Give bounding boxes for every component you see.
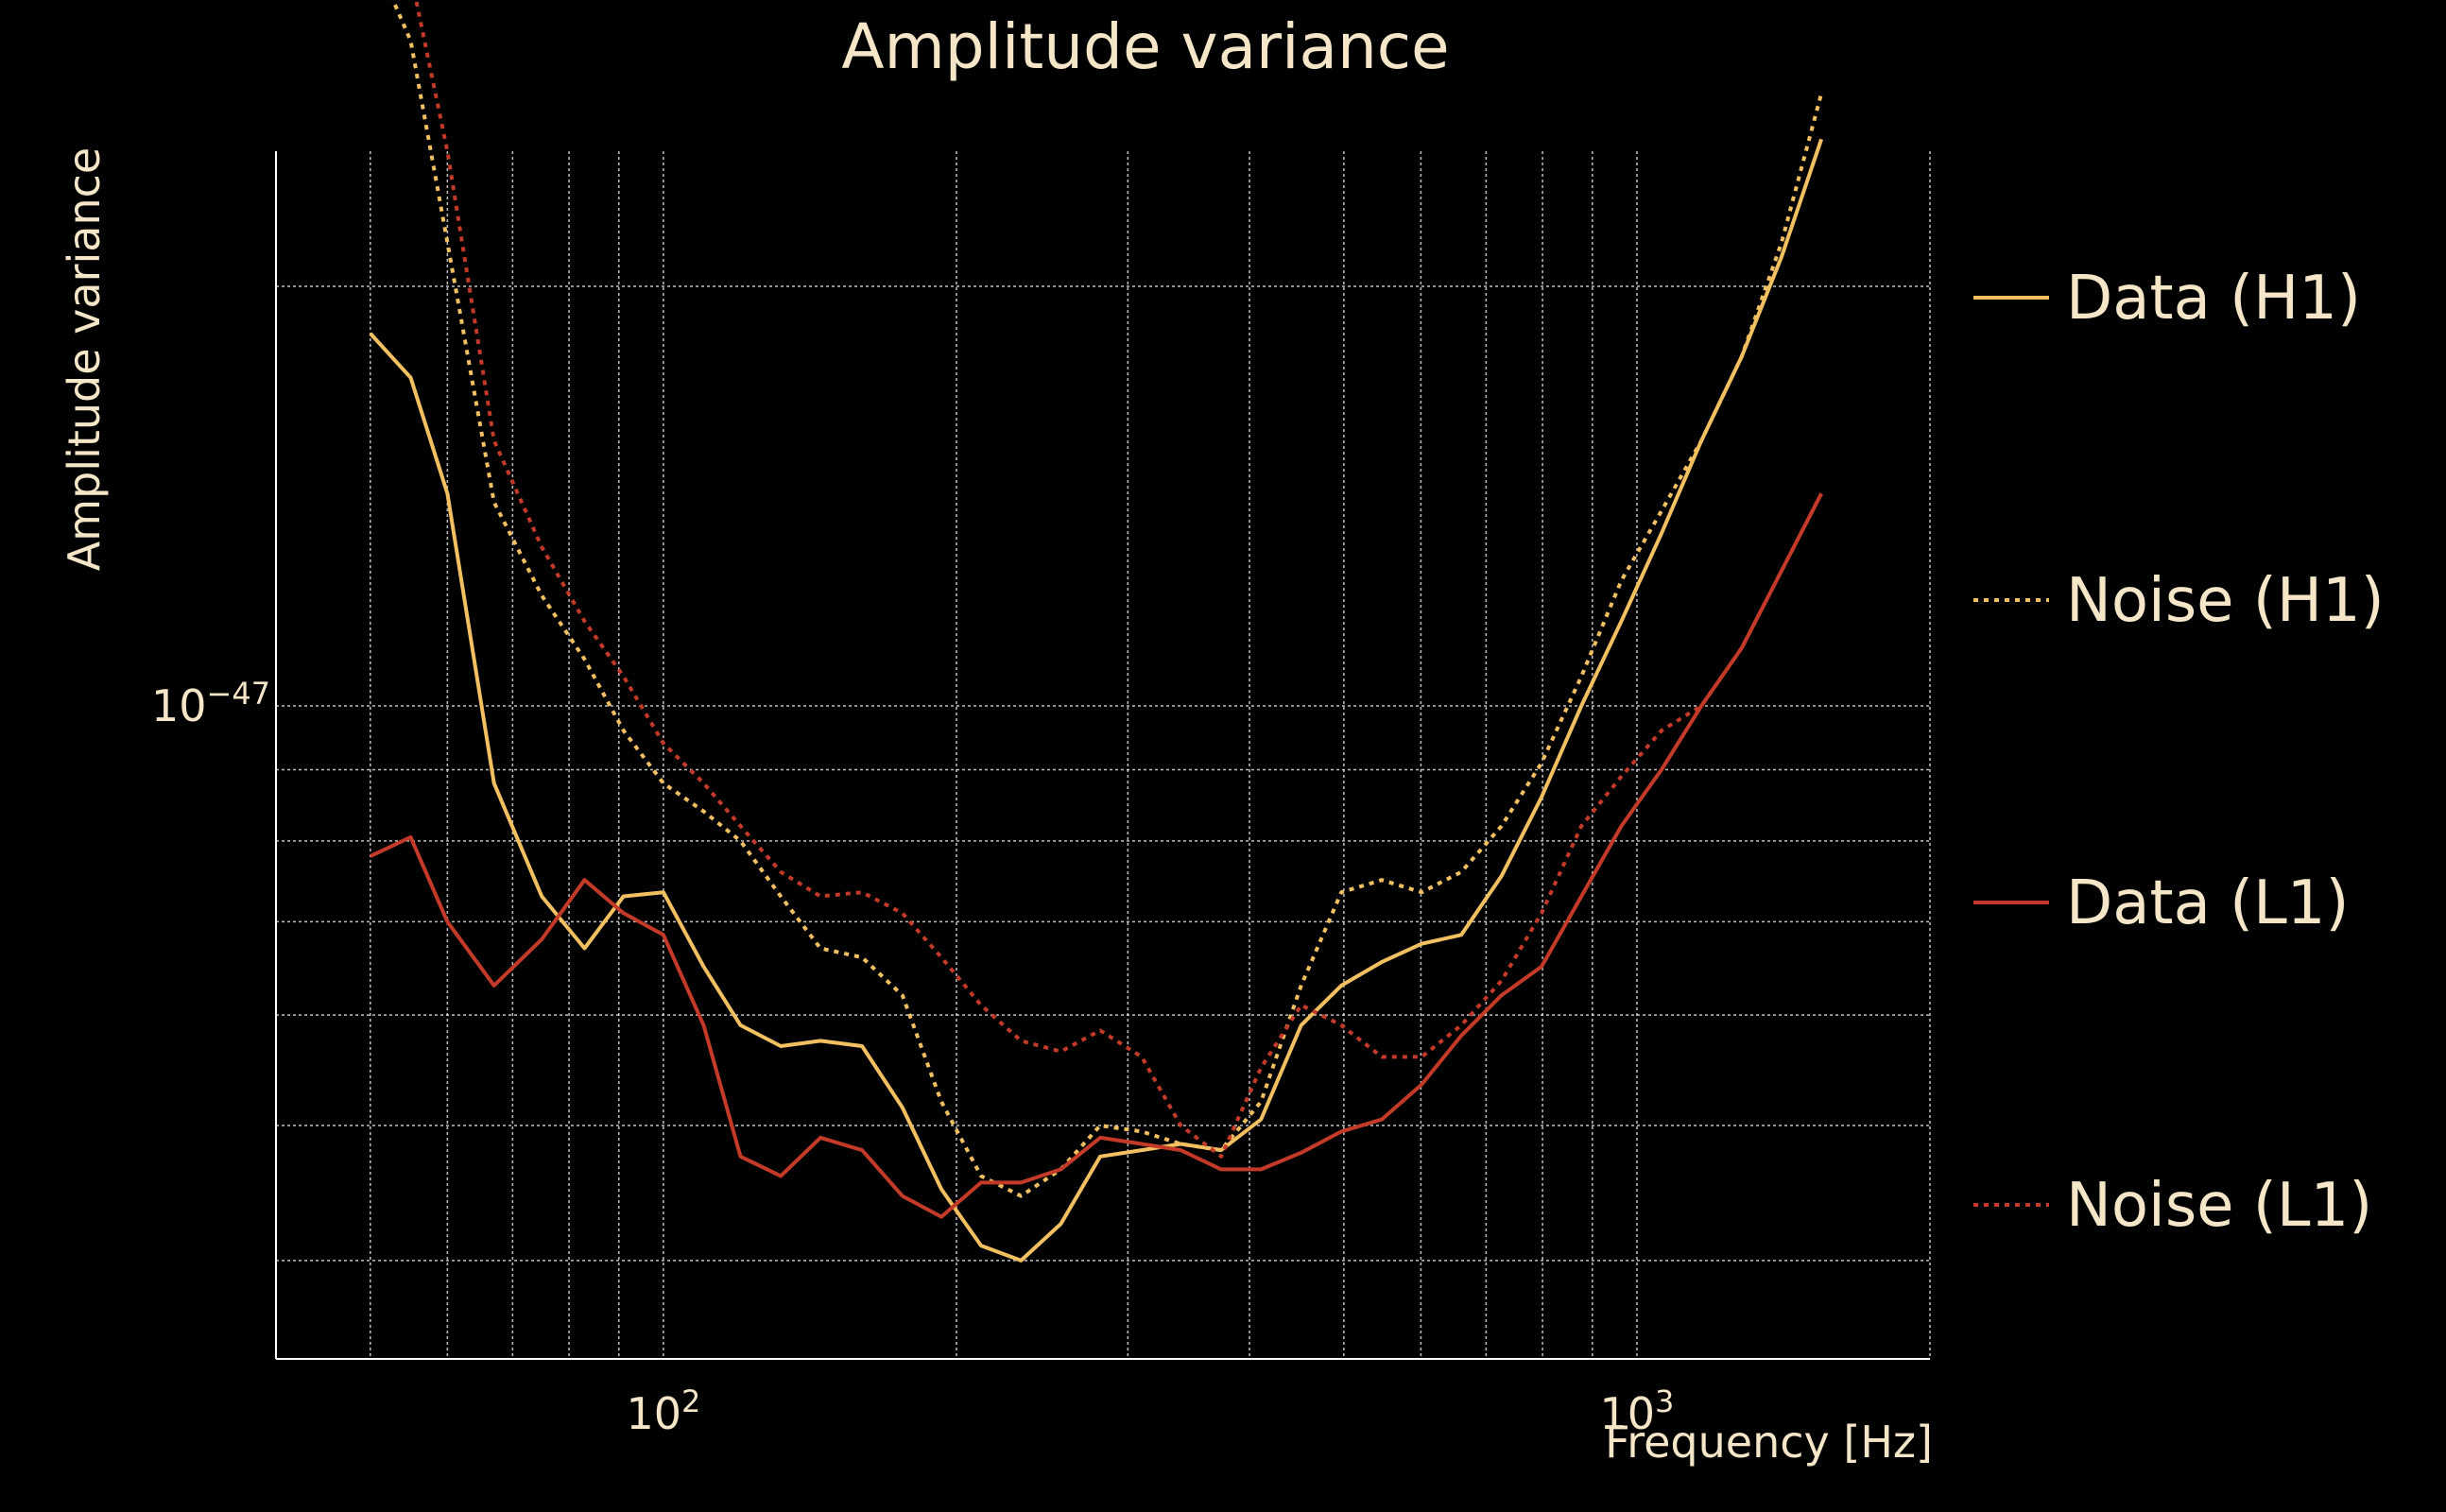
series-line-noise-h1: [390, 0, 1824, 1198]
x-axis-label: Frequency [Hz]: [1605, 1417, 1933, 1468]
legend-label-noise-h1: Noise (H1): [2066, 566, 2385, 636]
series-line-noise-l1: [414, 0, 1823, 1159]
legend-label-data-l1: Data (L1): [2066, 868, 2349, 938]
legend-label-noise-l1: Noise (L1): [2066, 1171, 2372, 1241]
y-axis-label: Amplitude variance: [59, 147, 110, 571]
chart-title: Amplitude variance: [841, 10, 1449, 83]
x-tick-label: 103: [1599, 1383, 1674, 1439]
y-tick-label: 10−47: [151, 676, 270, 731]
series-layer: [369, 0, 1824, 1263]
legend-label-data-h1: Data (H1): [2066, 264, 2361, 334]
grid-layer: [275, 151, 1931, 1359]
legend: Data (H1) Noise (H1) Data (L1) Noise (L1): [1973, 264, 2385, 1241]
axes-layer: [275, 151, 1930, 1360]
series-line-data-h1: [369, 138, 1823, 1263]
tick-labels: 102 103 10−47: [151, 676, 1674, 1439]
series-line-data-l1: [369, 492, 1823, 1219]
x-tick-label: 102: [626, 1383, 700, 1439]
